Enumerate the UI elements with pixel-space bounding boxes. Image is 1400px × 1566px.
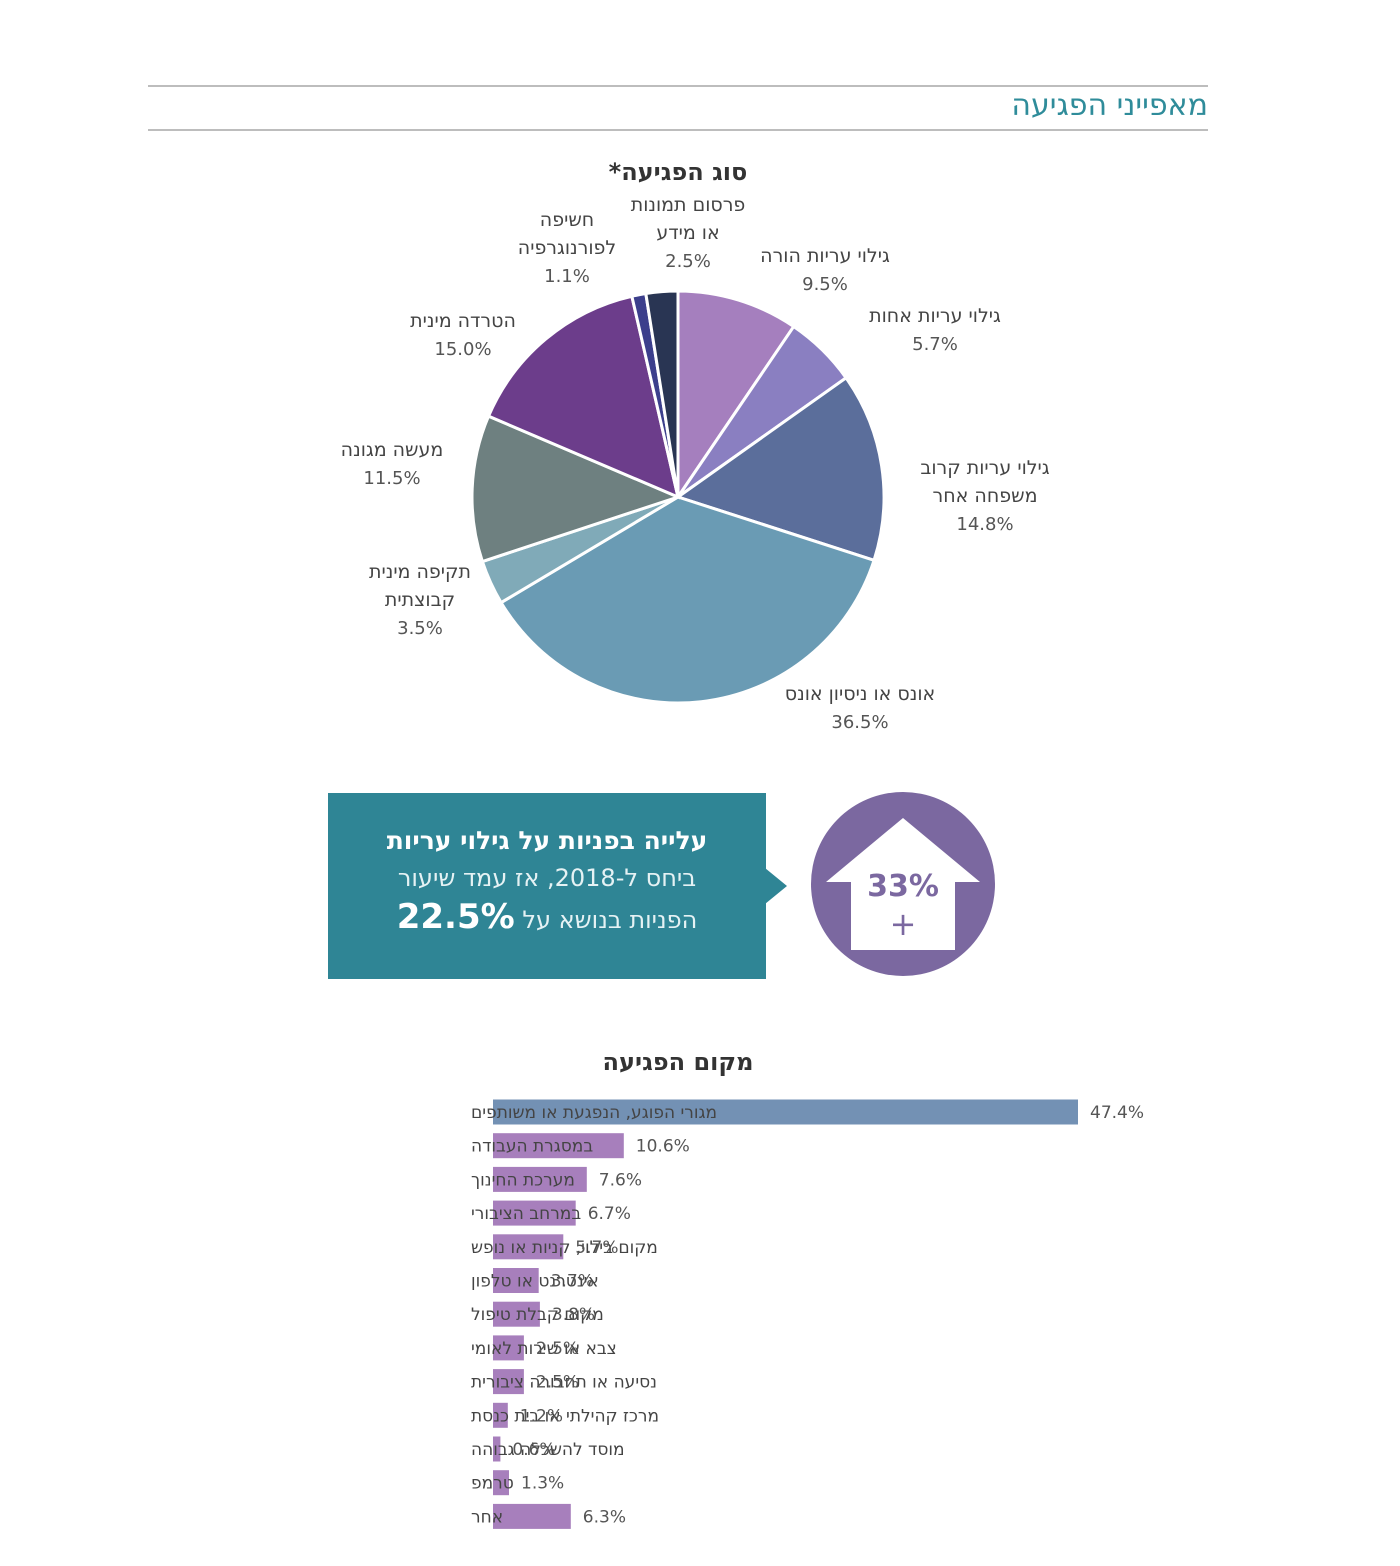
pie-slice-value: 2.5% bbox=[665, 251, 711, 272]
bar-value-label: 2.5% bbox=[536, 1373, 579, 1393]
pie-slice-value: 14.8% bbox=[956, 514, 1013, 535]
pie-slice-label: חשיפה bbox=[540, 209, 594, 231]
pie-chart-title: סוג הפגיעה* bbox=[608, 158, 748, 186]
pie-slice-label: גילוי עריות קרוב bbox=[920, 457, 1049, 479]
bar bbox=[493, 1166, 587, 1192]
callout-line-2: ביחס ל-2018, אז עמד שיעור bbox=[397, 864, 697, 892]
bar-value-label: 3.7% bbox=[551, 1272, 594, 1292]
pie-slice-value: 9.5% bbox=[802, 274, 848, 295]
pie-slice-label: אונס או ניסיון אונס bbox=[785, 683, 935, 705]
bar-category-label: נסיעה או תחבורה ציבורית bbox=[471, 1373, 657, 1393]
pie-slice bbox=[676, 289, 796, 502]
bar bbox=[493, 1436, 501, 1462]
badge-value: 33% bbox=[867, 869, 939, 904]
pie-chart: גילוי עריות הורה 9.5% גילוי עריות אחות 5.7%… bbox=[341, 194, 1050, 733]
pie-slice bbox=[486, 294, 681, 500]
bar bbox=[493, 1268, 539, 1293]
bar-category-label: מקום קבלת טיפול bbox=[471, 1305, 604, 1325]
bar bbox=[493, 1335, 524, 1361]
callout-line-3: הפניות בנושא על 22.5% bbox=[328, 897, 766, 940]
pie-slice-label: הטרדה מינית bbox=[410, 310, 516, 332]
bar bbox=[493, 1470, 509, 1496]
bar-value-label: 6.7% bbox=[588, 1204, 631, 1224]
pie-slice-label: לפורנוגרפיה bbox=[518, 237, 616, 259]
bar-value-label: 3.8% bbox=[552, 1305, 595, 1325]
bar-category-label: מוסד להשכלה גבוהה bbox=[471, 1440, 625, 1460]
pie-slice-label: תקיפה מינית bbox=[369, 561, 471, 583]
pie-slice-label: משפחה אחר bbox=[933, 485, 1038, 507]
callout-line-3-text: הפניות בנושא על bbox=[522, 906, 698, 934]
bar-category-label: אחר bbox=[471, 1507, 503, 1527]
pie-slice-value: 36.5% bbox=[831, 712, 888, 733]
bar-category-label: אינטרנט או טלפון bbox=[471, 1272, 599, 1292]
pie-slice-label: גילוי עריות אחות bbox=[869, 305, 1001, 327]
pie-slice-label: קבוצתית bbox=[385, 589, 455, 611]
bar bbox=[493, 1133, 624, 1159]
callout-line-1: עלייה בפניות על גילוי עריות bbox=[386, 826, 708, 855]
bar-value-label: 7.6% bbox=[599, 1170, 642, 1190]
bar-value-label: 5.7% bbox=[575, 1238, 618, 1258]
bottom-rule bbox=[148, 129, 1208, 131]
callout-box: עלייה בפניות על גילוי עריות ביחס ל-2018,… bbox=[328, 793, 766, 979]
pie-slice bbox=[644, 289, 680, 498]
bar-category-label: מרכז קהילתי או בית כנסת bbox=[471, 1406, 659, 1426]
callout-big-value: 22.5% bbox=[396, 897, 515, 937]
bar bbox=[493, 1301, 540, 1327]
bar-category-label: מקום בילוי, קניות או נופש bbox=[471, 1238, 658, 1258]
bar-value-label: 1.3% bbox=[521, 1474, 564, 1494]
bar-category-label: מגורי הפוגע, הנפגעת או משותפים bbox=[471, 1103, 717, 1123]
bar-value-label: 0.6% bbox=[512, 1440, 555, 1460]
bar bbox=[493, 1200, 576, 1226]
badge-circle bbox=[811, 792, 995, 976]
pie-slice-label: מעשה מגונה bbox=[341, 439, 444, 461]
pie-slice-label: או מידע bbox=[656, 222, 719, 244]
pie-slice bbox=[674, 375, 886, 563]
bar-chart-title: מקום הפגיעה bbox=[602, 1048, 754, 1076]
pie-slice-value: 15.0% bbox=[434, 339, 491, 360]
section-title: מאפייני הפגיעה bbox=[1011, 88, 1208, 123]
up-arrow-icon bbox=[826, 818, 980, 950]
pie-slice-value: 3.5% bbox=[397, 618, 443, 639]
bar-value-label: 10.6% bbox=[636, 1137, 690, 1157]
bar-category-label: במרחב הציבורי bbox=[471, 1204, 581, 1224]
bar-category-label: במסגרת העבודה bbox=[471, 1137, 593, 1157]
pie-slice-value: 1.1% bbox=[544, 266, 590, 287]
top-rule bbox=[148, 85, 1208, 87]
pie-slice-label: גילוי עריות הורה bbox=[760, 245, 890, 267]
bar-value-label: 1.2% bbox=[520, 1406, 563, 1426]
pie-slice-value: 5.7% bbox=[912, 334, 958, 355]
pie-slice-label: פרסום תמונות bbox=[631, 194, 746, 216]
callout-arrow bbox=[765, 868, 787, 904]
bar bbox=[493, 1369, 524, 1395]
bar-category-label: טרמפ bbox=[471, 1474, 514, 1494]
badge-sign: + bbox=[890, 905, 917, 943]
bar-value-label: 6.3% bbox=[583, 1507, 626, 1527]
bar bbox=[493, 1503, 571, 1529]
pie-slice-value: 11.5% bbox=[363, 468, 420, 489]
bar-category-label: צבא או שירות לאומי bbox=[471, 1339, 617, 1359]
bar-value-label: 2.5% bbox=[536, 1339, 579, 1359]
bar bbox=[493, 1099, 1078, 1125]
bar bbox=[493, 1402, 508, 1428]
bar bbox=[493, 1234, 564, 1260]
bar-value-label: 47.4% bbox=[1090, 1103, 1144, 1123]
bar-category-label: מערכת החינוך bbox=[471, 1170, 575, 1190]
pie-slice bbox=[470, 414, 683, 564]
